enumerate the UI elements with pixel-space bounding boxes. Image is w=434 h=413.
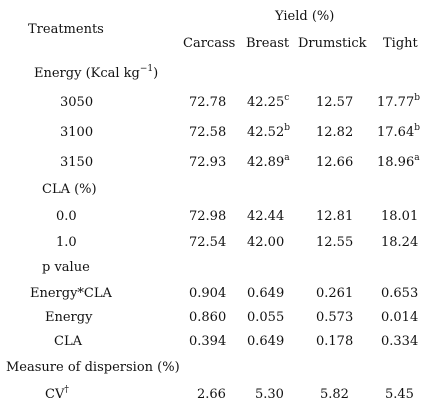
cell-drumstick: 12.82: [316, 125, 354, 140]
yield-header: Yield (%): [275, 9, 335, 24]
cell-carcass: 72.98: [189, 209, 227, 224]
cell-breast: 42.25c: [247, 92, 290, 110]
cell-drumstick: 12.57: [316, 95, 354, 110]
cell-breast: 42.52b: [247, 122, 290, 140]
cell-breast: 0.055: [247, 310, 285, 325]
cell-drumstick: 0.178: [316, 334, 354, 349]
cell-drumstick: 0.573: [316, 310, 354, 325]
cell-breast: 5.30: [255, 387, 284, 402]
row-label: 1.0: [56, 235, 77, 250]
cell-breast: 42.00: [247, 235, 285, 250]
cell-tight: 17.64b: [377, 122, 420, 140]
row-label: 3050: [60, 95, 94, 110]
section-title-dispersion: Measure of dispersion (%): [6, 360, 180, 375]
row-label: Energy*CLA: [30, 286, 112, 301]
column-header-breast: Breast: [246, 36, 290, 51]
section-title-energy: Energy (Kcal kg−1): [34, 63, 159, 81]
cell-tight: 0.014: [381, 310, 419, 325]
row-label: 3100: [60, 125, 94, 140]
section-title-pvalue: p value: [42, 260, 90, 275]
cell-carcass: 0.860: [189, 310, 227, 325]
cell-tight: 18.96a: [377, 152, 420, 170]
row-label: 0.0: [56, 209, 77, 224]
cell-breast: 42.44: [247, 209, 285, 224]
cell-tight: 18.01: [381, 209, 419, 224]
cell-tight: 0.334: [381, 334, 419, 349]
cell-tight: 17.77b: [377, 92, 420, 110]
cell-drumstick: 5.82: [320, 387, 349, 402]
cell-tight: 5.45: [385, 387, 414, 402]
column-header-carcass: Carcass: [183, 36, 236, 51]
cell-breast: 0.649: [247, 334, 285, 349]
cell-breast: 42.89a: [247, 152, 290, 170]
cell-drumstick: 0.261: [316, 286, 354, 301]
cell-carcass: 2.66: [197, 387, 226, 402]
cell-carcass: 72.58: [189, 125, 227, 140]
section-title-cla: CLA (%): [42, 182, 97, 197]
cell-breast: 0.649: [247, 286, 285, 301]
row-label: 3150: [60, 155, 94, 170]
cell-carcass: 72.78: [189, 95, 227, 110]
column-header-drumstick: Drumstick: [298, 36, 367, 51]
cell-carcass: 0.394: [189, 334, 227, 349]
cell-carcass: 0.904: [189, 286, 227, 301]
row-label: Energy: [45, 310, 93, 325]
row-label: CLA: [54, 334, 82, 349]
cell-carcass: 72.54: [189, 235, 227, 250]
cell-tight: 0.653: [381, 286, 419, 301]
treatments-header: Treatments: [28, 22, 104, 37]
cell-tight: 18.24: [381, 235, 419, 250]
cell-drumstick: 12.66: [316, 155, 354, 170]
cell-carcass: 72.93: [189, 155, 227, 170]
row-label: CV†: [45, 384, 69, 402]
cell-drumstick: 12.55: [316, 235, 354, 250]
column-header-tight: Tight: [383, 36, 418, 51]
cell-drumstick: 12.81: [316, 209, 354, 224]
